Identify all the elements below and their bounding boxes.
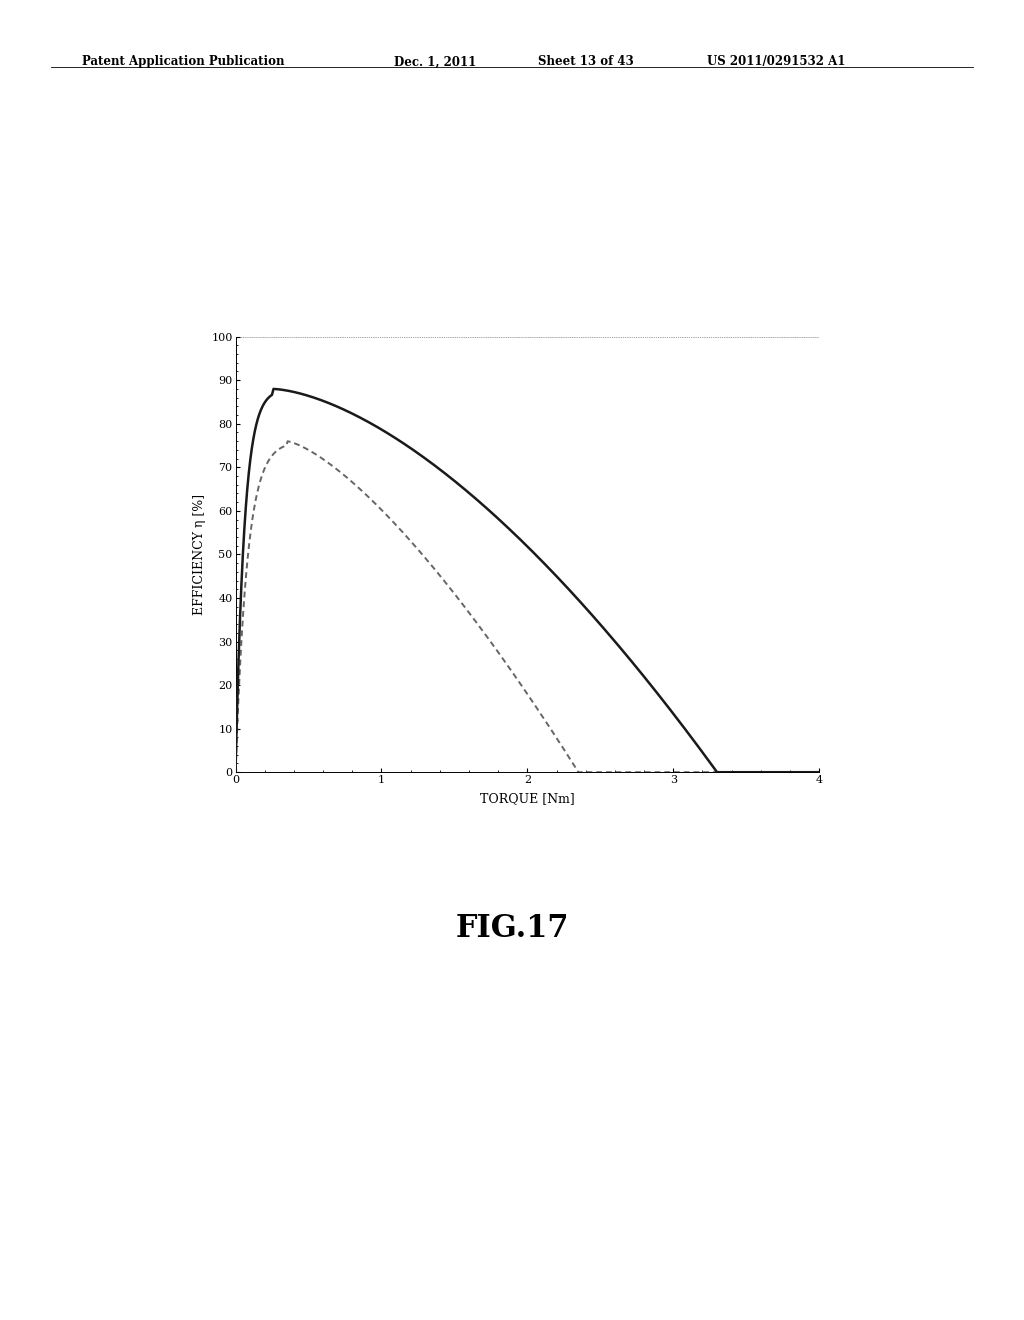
Y-axis label: EFFICIENCY η [%]: EFFICIENCY η [%] (193, 494, 206, 615)
Text: US 2011/0291532 A1: US 2011/0291532 A1 (707, 55, 845, 69)
Text: Dec. 1, 2011: Dec. 1, 2011 (394, 55, 476, 69)
X-axis label: TORQUE [Nm]: TORQUE [Nm] (480, 792, 574, 805)
Text: Patent Application Publication: Patent Application Publication (82, 55, 285, 69)
Text: FIG.17: FIG.17 (456, 913, 568, 944)
Text: Sheet 13 of 43: Sheet 13 of 43 (538, 55, 634, 69)
